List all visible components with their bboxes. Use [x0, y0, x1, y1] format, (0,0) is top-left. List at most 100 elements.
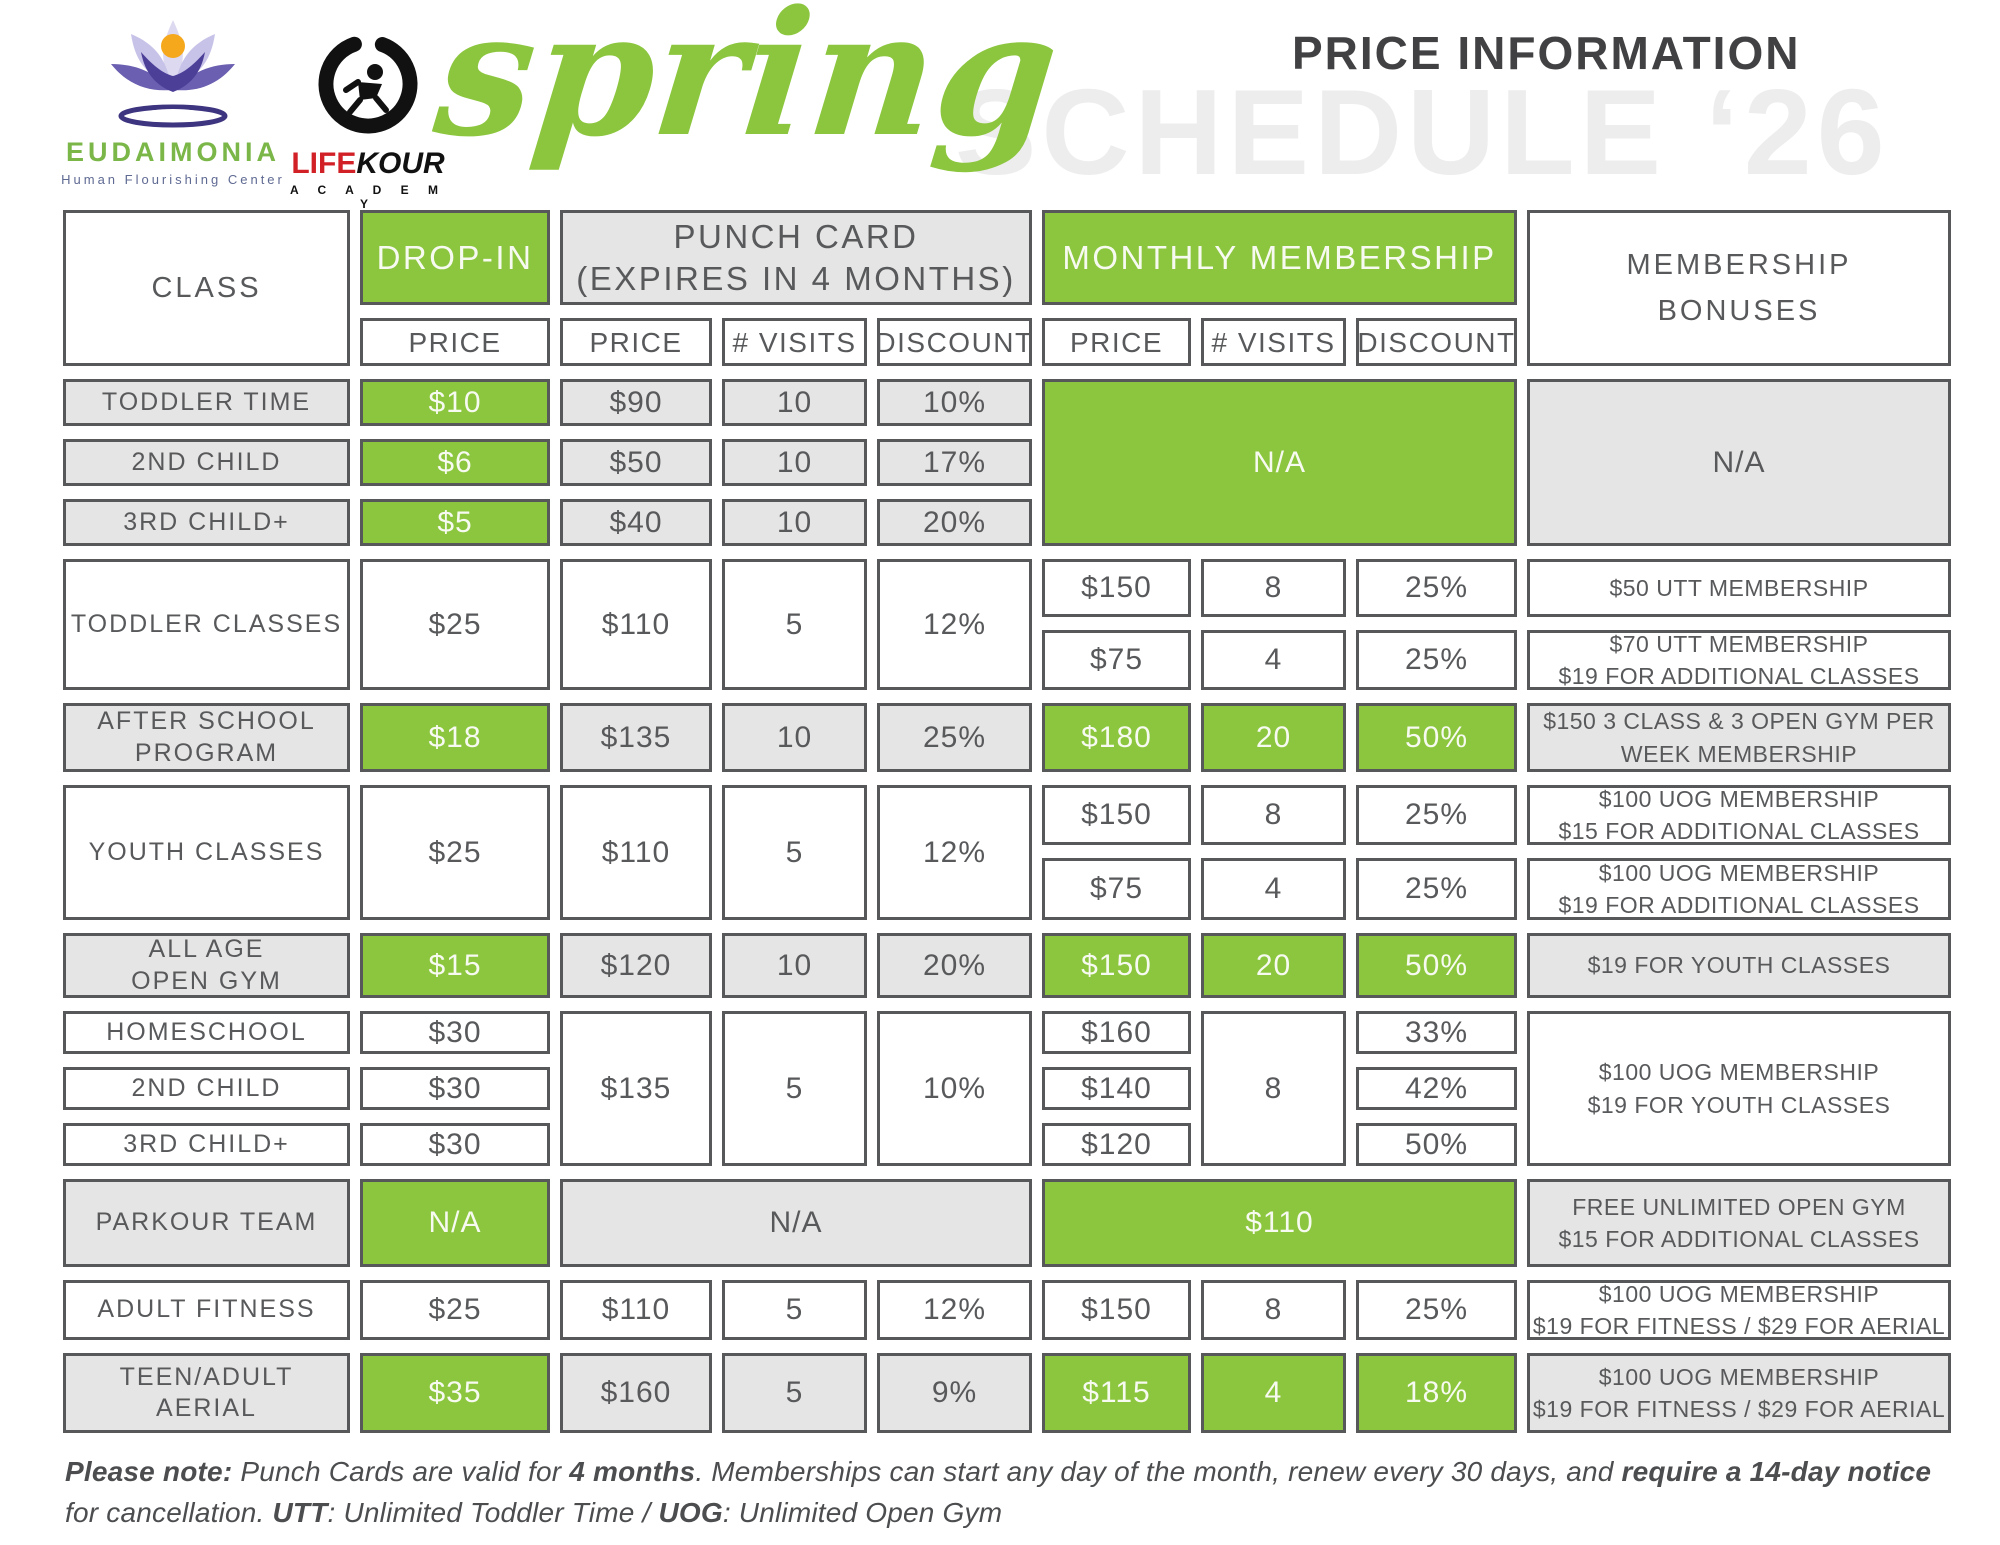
season-script-title: spring — [427, 0, 1068, 175]
after-school-punch-visits: 10 — [722, 703, 867, 772]
row-label-homeschool: HOMESCHOOL — [63, 1011, 350, 1054]
lifekour-life-text: LIFE — [291, 147, 357, 180]
adult-fitness-monthly-price: $150 — [1042, 1280, 1191, 1340]
parkour-monthly-price: $110 — [1042, 1179, 1517, 1267]
toddler-time-bonus-na: N/A — [1527, 379, 1951, 546]
row-label-homeschool-2nd-child: 2ND CHILD — [63, 1067, 350, 1110]
adult-fitness-punch-discount: 12% — [877, 1280, 1032, 1340]
subheader-punch-price: PRICE — [560, 318, 712, 366]
note-text: for cancellation. — [65, 1496, 273, 1528]
subheader-monthly-discount: DISCOUNT — [1356, 318, 1517, 366]
parkour-punch-na: N/A — [560, 1179, 1032, 1267]
aerial-bonus: $100 UOG MEMBERSHIP $19 FOR FITNESS / $2… — [1527, 1353, 1951, 1433]
2nd-child-punch-price: $50 — [560, 439, 712, 486]
open-gym-monthly-visits: 20 — [1201, 933, 1346, 998]
header-class: CLASS — [63, 210, 350, 366]
subheader-punch-visits: # VISITS — [722, 318, 867, 366]
open-gym-monthly-price: $150 — [1042, 933, 1191, 998]
homeschool-monthly-price-3: $120 — [1042, 1123, 1191, 1166]
toddler-time-monthly-na: N/A — [1042, 379, 1517, 546]
homeschool-dropin: $30 — [360, 1011, 550, 1054]
open-gym-monthly-discount: 50% — [1356, 933, 1517, 998]
aerial-punch-discount: 9% — [877, 1353, 1032, 1433]
row-label-open-gym: ALL AGE OPEN GYM — [63, 933, 350, 998]
3rd-child-punch-visits: 10 — [722, 499, 867, 546]
toddler-classes-monthly-discount-1: 25% — [1356, 559, 1517, 617]
open-gym-bonus: $19 FOR YOUTH CLASSES — [1527, 933, 1951, 998]
homeschool-3rd-child-dropin: $30 — [360, 1123, 550, 1166]
lifekour-logo: LIFEKOUR A C A D E M Y — [288, 28, 448, 211]
header-monthly-membership: MONTHLY MEMBERSHIP — [1042, 210, 1517, 305]
parkour-dropin-na: N/A — [360, 1179, 550, 1267]
toddler-time-punch-price: $90 — [560, 379, 712, 426]
subheader-punch-discount: DISCOUNT — [875, 318, 1032, 366]
parkour-bonus: FREE UNLIMITED OPEN GYM $15 FOR ADDITION… — [1527, 1179, 1951, 1267]
homeschool-monthly-discount-3: 50% — [1356, 1123, 1517, 1166]
after-school-punch-discount: 25% — [877, 703, 1032, 772]
aerial-monthly-price: $115 — [1042, 1353, 1191, 1433]
youth-classes-punch-discount: 12% — [877, 785, 1032, 920]
note-text: . Memberships can start any day of the m… — [695, 1456, 1622, 1487]
header-drop-in: DROP-IN — [360, 210, 550, 305]
aerial-punch-price: $160 — [560, 1353, 712, 1433]
open-gym-punch-visits: 10 — [722, 933, 867, 998]
toddler-time-punch-visits: 10 — [722, 379, 867, 426]
homeschool-monthly-price-1: $160 — [1042, 1011, 1191, 1054]
note-text: : Unlimited Open Gym — [722, 1496, 1003, 1528]
toddler-classes-punch-discount: 12% — [877, 559, 1032, 690]
adult-fitness-punch-price: $110 — [560, 1280, 712, 1340]
eudaimonia-wordmark: EUDAIMONIA — [66, 137, 280, 167]
row-label-2nd-child: 2ND CHILD — [63, 439, 350, 486]
row-label-after-school: AFTER SCHOOL PROGRAM — [63, 703, 350, 772]
aerial-monthly-visits: 4 — [1201, 1353, 1346, 1433]
lifekour-wordmark: LIFEKOUR — [288, 147, 448, 181]
toddler-time-dropin: $10 — [360, 379, 550, 426]
2nd-child-punch-visits: 10 — [722, 439, 867, 486]
homeschool-punch-price: $135 — [560, 1011, 712, 1166]
adult-fitness-punch-visits: 5 — [722, 1280, 867, 1340]
row-label-parkour-team: PARKOUR TEAM — [63, 1179, 350, 1267]
row-label-toddler-time: TODDLER TIME — [63, 379, 350, 426]
subheader-monthly-visits: # VISITS — [1201, 318, 1346, 366]
lifekour-academy-text: A C A D E M Y — [290, 183, 446, 211]
aerial-monthly-discount: 18% — [1356, 1353, 1517, 1433]
youth-classes-bonus-1: $100 UOG MEMBERSHIP $15 FOR ADDITIONAL C… — [1527, 785, 1951, 845]
note-4-months: 4 months — [569, 1456, 696, 1487]
parkour-enso-icon — [312, 34, 424, 144]
adult-fitness-monthly-discount: 25% — [1356, 1280, 1517, 1340]
page-title: PRICE INFORMATION — [1292, 27, 1801, 79]
open-gym-dropin: $15 — [360, 933, 550, 998]
header-punch-card: PUNCH CARD (EXPIRES IN 4 MONTHS) — [560, 210, 1032, 305]
toddler-classes-punch-price: $110 — [560, 559, 712, 690]
after-school-punch-price: $135 — [560, 703, 712, 772]
homeschool-punch-visits: 5 — [722, 1011, 867, 1166]
toddler-time-punch-discount: 10% — [877, 379, 1032, 426]
after-school-dropin: $18 — [360, 703, 550, 772]
subheader-dropin-price: PRICE — [360, 318, 550, 366]
youth-classes-punch-visits: 5 — [722, 785, 867, 920]
open-gym-punch-price: $120 — [560, 933, 712, 998]
3rd-child-punch-discount: 20% — [877, 499, 1032, 546]
row-label-adult-fitness: ADULT FITNESS — [63, 1280, 350, 1340]
note-14-day-notice: require a 14-day notice — [1621, 1456, 1932, 1487]
after-school-monthly-visits: 20 — [1201, 703, 1346, 772]
note-text: : Unlimited Toddler Time / — [327, 1496, 659, 1528]
3rd-child-punch-price: $40 — [560, 499, 712, 546]
row-label-homeschool-3rd-child: 3RD CHILD+ — [63, 1123, 350, 1166]
homeschool-monthly-visits: 8 — [1201, 1011, 1346, 1166]
row-label-toddler-classes: TODDLER CLASSES — [63, 559, 350, 690]
homeschool-bonus: $100 UOG MEMBERSHIP $19 FOR YOUTH CLASSE… — [1527, 1011, 1951, 1166]
homeschool-2nd-child-dropin: $30 — [360, 1067, 550, 1110]
after-school-bonus: $150 3 CLASS & 3 OPEN GYM PER WEEK MEMBE… — [1527, 703, 1951, 772]
adult-fitness-monthly-visits: 8 — [1201, 1280, 1346, 1340]
price-table: CLASS DROP-IN PUNCH CARD (EXPIRES IN 4 M… — [63, 210, 1951, 1433]
row-label-aerial: TEEN/ADULT AERIAL — [63, 1353, 350, 1433]
youth-classes-monthly-discount-2: 25% — [1356, 858, 1517, 920]
youth-classes-monthly-discount-1: 25% — [1356, 785, 1517, 845]
lifekour-kour-text: KOUR — [356, 147, 445, 180]
homeschool-monthly-discount-1: 33% — [1356, 1011, 1517, 1054]
toddler-classes-punch-visits: 5 — [722, 559, 867, 690]
lotus-flower-icon — [93, 20, 253, 134]
header-membership-bonuses: MEMBERSHIP BONUSES — [1527, 210, 1951, 366]
aerial-punch-visits: 5 — [722, 1353, 867, 1433]
